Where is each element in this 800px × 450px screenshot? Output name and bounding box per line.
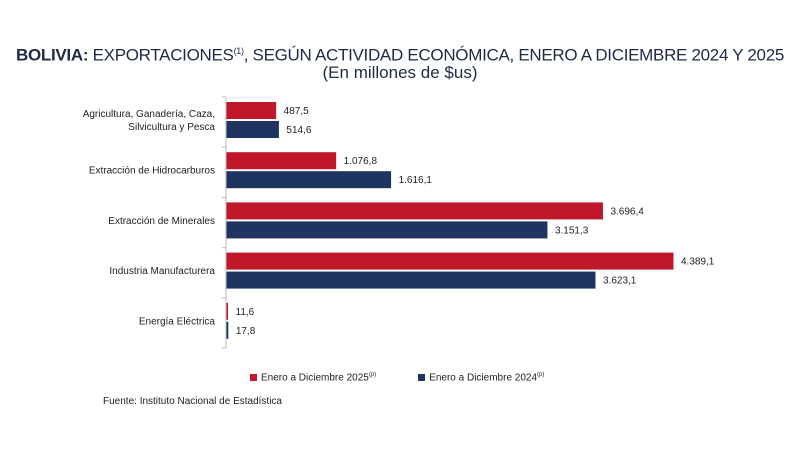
bar-2024 (226, 221, 548, 239)
chart-title-main: EXPORTACIONES (88, 45, 234, 65)
data-label-2025: 487,5 (284, 106, 309, 117)
chart-title-bold: BOLIVIA: (15, 45, 89, 65)
legend-item-2025: Enero a Diciembre 2025(p) (250, 372, 376, 383)
data-label-2025: 1.076,8 (344, 156, 378, 167)
bar-2025 (226, 102, 277, 119)
bar-2025 (226, 252, 674, 270)
chart-title-tail: , SEGÚN ACTIVIDAD ECONÓMICA, ENERO A DIC… (243, 45, 785, 65)
bar-2025 (226, 302, 228, 320)
category-label-line: Energía Eléctrica (139, 316, 216, 327)
legend-sup-2024: (p) (537, 372, 545, 378)
chart-subtitle: (En millones de $us) (322, 63, 478, 82)
legend-text-2024: Enero a Diciembre 2024 (429, 372, 538, 384)
data-label-2024: 3.623,1 (603, 276, 637, 287)
data-label-2025: 4.389,1 (681, 257, 715, 268)
bar-2024 (226, 321, 229, 339)
category-label-line: Agricultura, Ganadería, Caza, (83, 109, 215, 120)
data-label-2025: 3.696,4 (610, 206, 644, 217)
bar-2024 (226, 171, 392, 189)
category-label-line: Extracción de Hidrocarburos (89, 166, 215, 177)
legend-swatch-2024 (418, 374, 426, 382)
legend-label-2024: Enero a Diciembre 2024(p) (429, 372, 544, 383)
legend: Enero a Diciembre 2025(p) Enero a Diciem… (250, 372, 544, 383)
legend-swatch-2025 (250, 374, 257, 382)
chart-title-footnote: (1) (233, 46, 244, 56)
data-label-2024: 514,6 (286, 125, 311, 136)
chart-title: BOLIVIA: EXPORTACIONES(1), SEGÚN ACTIVID… (0, 40, 800, 67)
bar-2025 (226, 202, 603, 220)
data-label-2025: 11,6 (236, 307, 255, 318)
bar-2025 (226, 152, 337, 170)
data-label-2024: 1.616,1 (399, 175, 433, 186)
bar-2024 (226, 271, 596, 289)
legend-label-2025: Enero a Diciembre 2025(p) (261, 372, 376, 383)
category-label: Extracción de Hidrocarburos (89, 166, 215, 177)
category-label: Industria Manufacturera (109, 266, 215, 277)
legend-text-2025: Enero a Diciembre 2025 (261, 372, 369, 384)
bar-2024 (226, 121, 279, 138)
category-label-line: Industria Manufacturera (109, 266, 215, 277)
data-label-2024: 3.151,3 (555, 225, 589, 236)
data-label-2024: 17,8 (236, 326, 256, 337)
category-label: Extracción de Minerales (108, 216, 215, 227)
category-label-line: Extracción de Minerales (108, 216, 215, 227)
category-label: Agricultura, Ganadería, Caza, Silvicultur… (83, 109, 216, 133)
legend-sup-2025: (p) (368, 372, 377, 378)
category-label: Energía Eléctrica (139, 316, 216, 327)
source-note: Fuente: Instituto Nacional de Estadístic… (103, 396, 282, 407)
category-label-line: Silvicultura y Pesca (128, 122, 215, 133)
legend-item-2024: Enero a Diciembre 2024(p) (418, 372, 544, 383)
